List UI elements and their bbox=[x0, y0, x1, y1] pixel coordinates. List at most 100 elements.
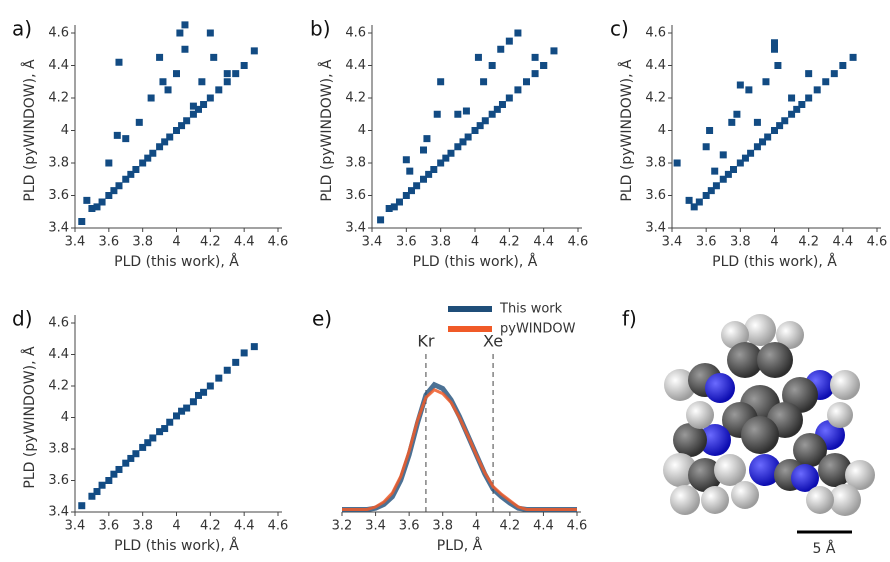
x-tick-label: 4.6 bbox=[568, 235, 589, 250]
point bbox=[215, 86, 223, 94]
point bbox=[514, 29, 522, 37]
point bbox=[442, 154, 450, 162]
point bbox=[178, 122, 186, 130]
point bbox=[454, 143, 462, 151]
x-tick-label: 4.6 bbox=[867, 235, 888, 250]
x-axis-label: PLD (this work), Å bbox=[712, 253, 837, 270]
y-tick-label: 4.2 bbox=[48, 91, 69, 106]
y-tick-label: 3.6 bbox=[645, 188, 666, 203]
x-tick-label: 4.4 bbox=[832, 235, 853, 250]
x-tick-label: 4 bbox=[770, 235, 778, 250]
x-tick-label: 3.4 bbox=[662, 235, 683, 250]
point bbox=[173, 70, 180, 78]
point bbox=[771, 45, 778, 53]
scale-bar-label: 5 Å bbox=[813, 540, 836, 557]
x-tick-label: 3.6 bbox=[696, 235, 717, 250]
point bbox=[189, 398, 197, 406]
x-tick-label: 3.8 bbox=[730, 235, 751, 250]
point bbox=[793, 105, 801, 113]
y-tick-label: 3.8 bbox=[345, 156, 366, 171]
point bbox=[88, 492, 96, 500]
point bbox=[183, 404, 191, 412]
point bbox=[813, 86, 821, 94]
point bbox=[132, 166, 140, 173]
point bbox=[159, 78, 167, 86]
point bbox=[741, 154, 749, 162]
point bbox=[425, 170, 433, 178]
x-axis-label: PLD (this work), Å bbox=[114, 537, 239, 554]
y-tick-label: 3.4 bbox=[48, 505, 69, 520]
point bbox=[110, 187, 118, 195]
point bbox=[395, 198, 403, 206]
point bbox=[139, 159, 147, 167]
point bbox=[690, 203, 698, 211]
y-axis-label: PLD (pyWINDOW), Å bbox=[21, 346, 38, 489]
x-tick-label: 4 bbox=[472, 519, 480, 534]
y-tick-label: 4.4 bbox=[345, 58, 366, 73]
point bbox=[830, 70, 838, 78]
point bbox=[702, 192, 710, 199]
point bbox=[771, 39, 778, 47]
point bbox=[105, 192, 113, 199]
x-tick-label: 4 bbox=[172, 235, 180, 250]
point bbox=[223, 366, 231, 374]
y-tick-label: 4.6 bbox=[48, 316, 69, 331]
point bbox=[685, 196, 693, 204]
y-tick-label: 3.8 bbox=[645, 156, 666, 171]
point bbox=[774, 62, 782, 69]
point bbox=[805, 94, 813, 102]
point bbox=[181, 45, 189, 53]
point bbox=[93, 203, 101, 211]
point bbox=[240, 62, 248, 69]
annotation-label: Kr bbox=[417, 332, 434, 351]
point bbox=[183, 117, 191, 125]
point bbox=[250, 47, 258, 55]
x-tick-label: 3.8 bbox=[132, 235, 153, 250]
point bbox=[423, 135, 431, 143]
point bbox=[540, 62, 548, 69]
point bbox=[488, 62, 496, 69]
point bbox=[407, 187, 415, 195]
point bbox=[240, 349, 248, 357]
x-tick-label: 4.6 bbox=[567, 519, 588, 534]
point bbox=[200, 388, 208, 396]
point bbox=[194, 391, 202, 399]
point bbox=[210, 53, 218, 61]
point bbox=[498, 101, 506, 108]
point bbox=[531, 53, 539, 61]
x-tick-label: 3.4 bbox=[362, 235, 383, 250]
point bbox=[93, 488, 101, 496]
x-tick-label: 3.6 bbox=[98, 235, 119, 250]
point bbox=[805, 70, 813, 78]
y-tick-label: 4.6 bbox=[48, 26, 69, 41]
point bbox=[166, 418, 174, 426]
point bbox=[385, 205, 393, 212]
point bbox=[132, 450, 140, 458]
y-tick-label: 4.4 bbox=[48, 347, 69, 362]
point bbox=[788, 94, 796, 102]
y-tick-label: 4.4 bbox=[645, 58, 666, 73]
x-tick-label: 4.4 bbox=[234, 519, 255, 534]
point bbox=[531, 70, 539, 78]
panel-label: f) bbox=[622, 307, 637, 331]
point bbox=[156, 53, 164, 61]
point bbox=[223, 70, 231, 78]
point bbox=[206, 94, 214, 102]
point bbox=[839, 62, 847, 69]
x-tick-label: 4.6 bbox=[268, 519, 289, 534]
point bbox=[135, 118, 143, 126]
point bbox=[781, 117, 789, 125]
point bbox=[166, 133, 174, 141]
point bbox=[164, 86, 172, 94]
point bbox=[206, 29, 214, 37]
point bbox=[523, 78, 530, 86]
point bbox=[464, 133, 472, 141]
y-tick-label: 3.6 bbox=[48, 473, 69, 488]
point bbox=[488, 110, 496, 118]
point bbox=[753, 118, 761, 126]
x-tick-label: 3.4 bbox=[65, 519, 86, 534]
point bbox=[776, 122, 784, 130]
x-tick-label: 3.6 bbox=[98, 519, 119, 534]
point bbox=[110, 470, 118, 478]
point bbox=[514, 86, 522, 94]
